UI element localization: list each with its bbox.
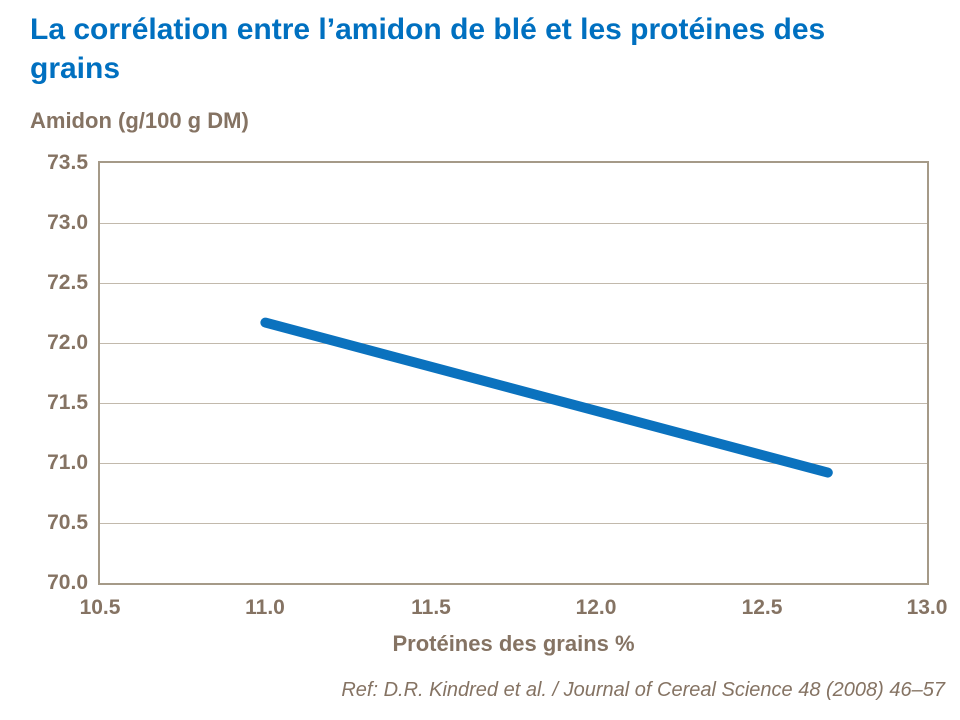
- x-axis-title: Protéines des grains %: [392, 631, 635, 656]
- y-tick-label: 71.5: [47, 391, 88, 414]
- y-tick-label: 72.5: [47, 271, 88, 294]
- y-axis-title: Amidon (g/100 g DM): [30, 108, 249, 133]
- page-title: La corrélation entre l’amidon de blé et …: [30, 13, 826, 85]
- y-tick-label: 72.0: [47, 331, 88, 354]
- y-tick-label: 70.5: [47, 511, 88, 534]
- plot-area: [98, 161, 929, 585]
- x-tick-label: 13.0: [906, 596, 948, 619]
- gridline-y-70.5: [100, 523, 927, 524]
- gridline-y-72: [100, 343, 927, 344]
- y-tick-label: 73.0: [47, 211, 88, 234]
- data-line: [260, 317, 833, 478]
- x-tick-label: 12.0: [575, 596, 617, 619]
- gridline-y-71.5: [100, 403, 927, 404]
- gridline-y-71: [100, 463, 927, 464]
- x-tick-label: 12.5: [741, 596, 783, 619]
- x-tick-label: 10.5: [79, 596, 121, 619]
- y-tick-label: 71.0: [47, 451, 88, 474]
- gridline-y-73: [100, 223, 927, 224]
- gridline-y-72.5: [100, 283, 927, 284]
- reference-citation: Ref: D.R. Kindred et al. / Journal of Ce…: [341, 679, 945, 701]
- x-tick-label: 11.0: [245, 596, 285, 619]
- y-tick-label: 73.5: [47, 151, 88, 174]
- x-tick-label: 11.5: [411, 596, 451, 619]
- y-tick-label: 70.0: [47, 571, 88, 594]
- trend-line-svg: [260, 317, 833, 478]
